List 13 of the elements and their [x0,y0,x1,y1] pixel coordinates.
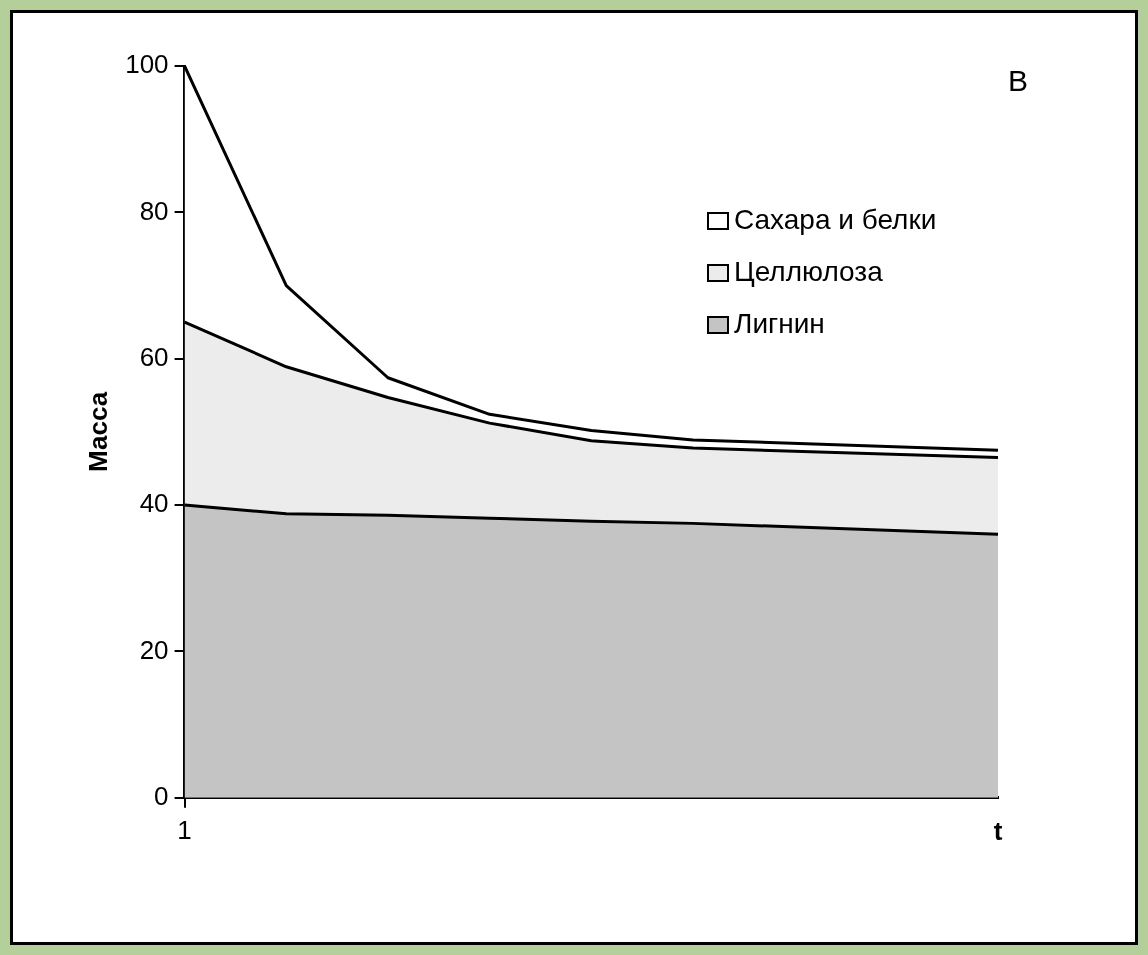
x-tick-label: 1 [177,814,192,845]
text: В [1007,64,1028,98]
y-tick-label: 40 [139,488,169,519]
y-axis-title: Масса [82,391,113,472]
legend-label: Целлюлоза [734,255,884,287]
legend-label: Сахара и белки [734,203,937,235]
y-tick-label: 60 [139,341,169,372]
y-tick-label: 100 [125,49,169,80]
y-tick-label: 0 [154,780,169,811]
y-tick-label: 80 [139,195,169,226]
legend-label: Лигнин [734,307,825,339]
x-axis-title: t [993,815,1003,846]
y-tick-label: 20 [139,634,169,665]
